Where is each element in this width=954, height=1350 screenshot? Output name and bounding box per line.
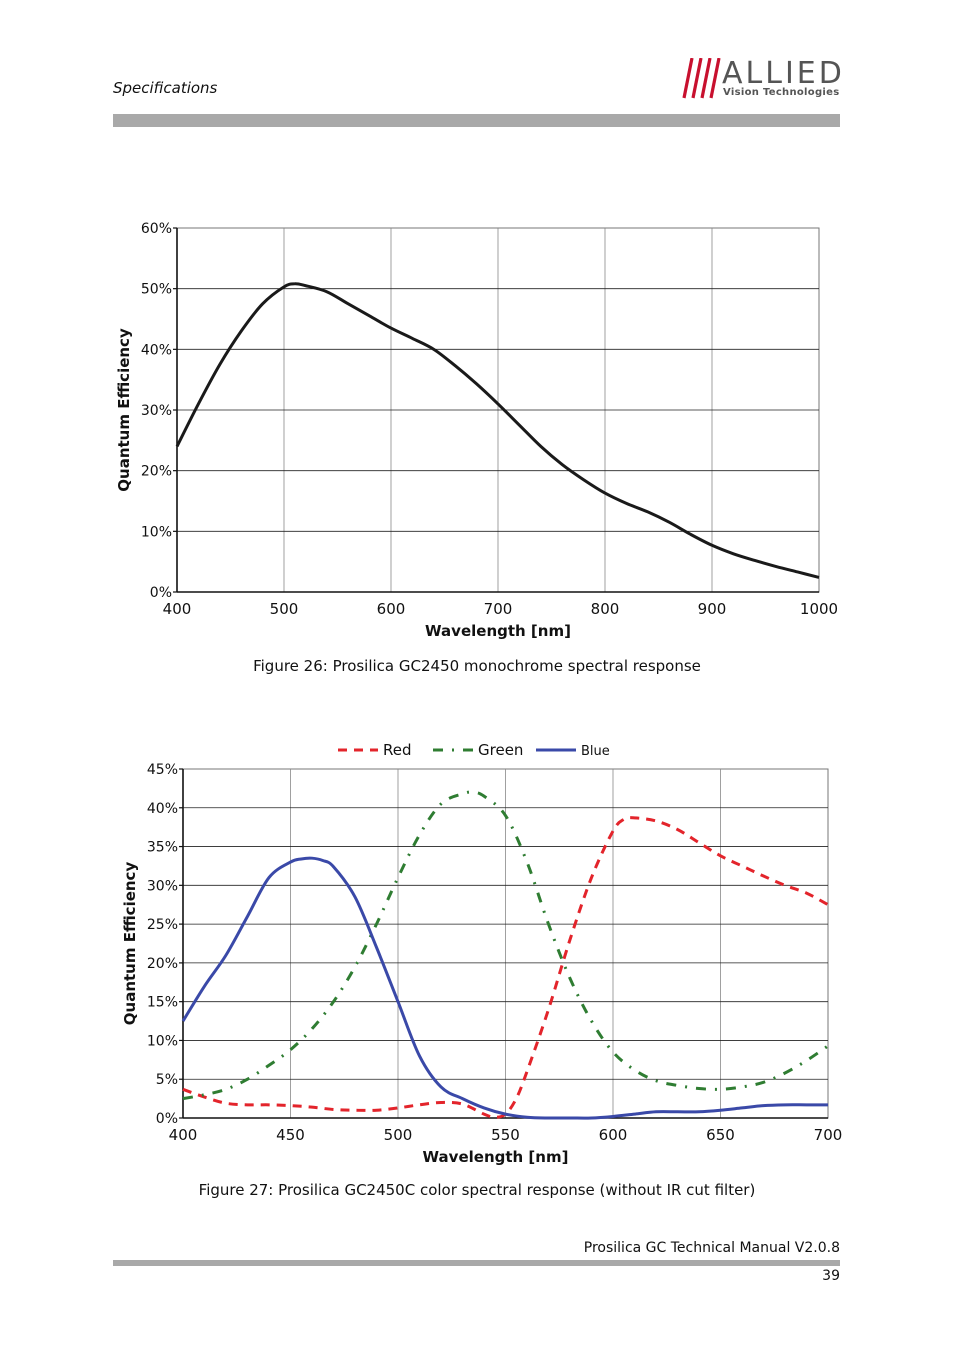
- company-logo: ALLIED Vision Technologies: [682, 56, 845, 102]
- y-tick-label: 50%: [141, 282, 172, 298]
- x-axis-title: Wavelength [nm]: [423, 1148, 569, 1166]
- x-tick-label: 500: [270, 600, 299, 618]
- y-axis-title: Quantum Efficiency: [115, 328, 133, 492]
- y-tick-label: 0%: [150, 585, 172, 601]
- y-tick-label: 10%: [147, 1033, 178, 1049]
- y-tick-label: 25%: [147, 917, 178, 933]
- x-tick-label: 400: [169, 1126, 198, 1144]
- qe-series-line: [175, 282, 820, 579]
- legend-label-red: Red: [383, 741, 412, 759]
- y-tick-label: 20%: [141, 464, 172, 480]
- x-tick-label: 400: [163, 600, 192, 618]
- monochrome-spectral-chart: 400 500 600 700 800 900 1000 0% 10% 20% 30% 40% 50% 6…: [115, 221, 838, 640]
- color-spectral-chart: 400 450 500 550 600 650 700 0% 5% 10% 15% 20% 25% 30%…: [121, 741, 843, 1166]
- x-tick-label: 900: [698, 600, 727, 618]
- x-tick-label: 1000: [800, 600, 838, 618]
- x-tick-label: 550: [491, 1126, 520, 1144]
- x-tick-label: 700: [814, 1126, 843, 1144]
- y-tick-label: 45%: [147, 762, 178, 778]
- green-series-line: [182, 790, 829, 1101]
- x-tick-label: 800: [591, 600, 620, 618]
- y-tick-label: 15%: [147, 995, 178, 1011]
- y-axis-title: Quantum Efficiency: [121, 862, 139, 1026]
- x-tick-label: 600: [377, 600, 406, 618]
- figure-26-caption: Figure 26: Prosilica GC2450 monochrome s…: [253, 657, 701, 675]
- page-section-title: Specifications: [113, 79, 218, 97]
- blue-series-line: [181, 856, 828, 1120]
- y-tick-label: 30%: [147, 878, 178, 894]
- y-tick-label: 40%: [141, 342, 172, 358]
- logo-slashes-icon: [682, 58, 721, 99]
- legend-label-blue: Blue: [581, 744, 610, 759]
- header-divider-bar: [113, 114, 840, 127]
- y-tick-label: 40%: [147, 801, 178, 817]
- figure-27-caption: Figure 27: Prosilica GC2450C color spect…: [198, 1181, 756, 1199]
- x-tick-label: 700: [484, 600, 513, 618]
- logo-word: ALLIED: [722, 56, 845, 91]
- logo-subtitle: Vision Technologies: [723, 87, 840, 98]
- footer-divider-bar: [113, 1260, 840, 1266]
- y-tick-label: 0%: [156, 1111, 178, 1127]
- legend-label-green: Green: [478, 741, 523, 759]
- x-tick-label: 600: [599, 1126, 628, 1144]
- x-tick-label: 500: [384, 1126, 413, 1144]
- x-tick-label: 450: [276, 1126, 305, 1144]
- footer-manual-title: Prosilica GC Technical Manual V2.0.8: [583, 1240, 840, 1256]
- y-tick-label: 10%: [141, 524, 172, 540]
- y-tick-label: 20%: [147, 956, 178, 972]
- y-tick-label: 30%: [141, 403, 172, 419]
- y-tick-label: 5%: [156, 1072, 178, 1088]
- x-tick-label: 650: [706, 1126, 735, 1144]
- red-series-line: [182, 816, 829, 1119]
- y-tick-label: 60%: [141, 221, 172, 237]
- page-number: 39: [822, 1268, 840, 1284]
- x-axis-title: Wavelength [nm]: [425, 622, 571, 640]
- y-tick-label: 35%: [147, 840, 178, 856]
